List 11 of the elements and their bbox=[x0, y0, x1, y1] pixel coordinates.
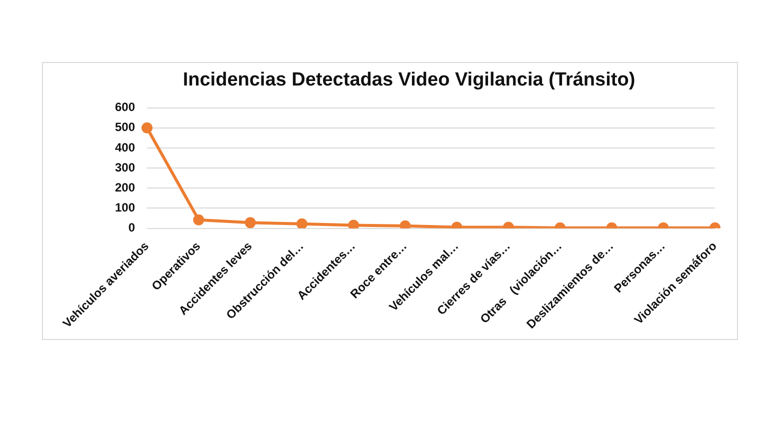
y-tick-label: 200 bbox=[114, 180, 136, 194]
y-tick-label: 500 bbox=[114, 120, 136, 134]
y-tick-label: 600 bbox=[114, 100, 136, 114]
chart-title: Incidencias Detectadas Video Vigilancia (Tránsito) bbox=[182, 70, 636, 91]
y-tick-label: 300 bbox=[114, 160, 136, 174]
point bbox=[400, 220, 411, 228]
point bbox=[348, 220, 360, 228]
point bbox=[142, 122, 153, 134]
y-tick-label: 0 bbox=[128, 220, 136, 235]
y-tick-label: 400 bbox=[114, 140, 136, 154]
y-tick-label: 100 bbox=[114, 200, 136, 215]
